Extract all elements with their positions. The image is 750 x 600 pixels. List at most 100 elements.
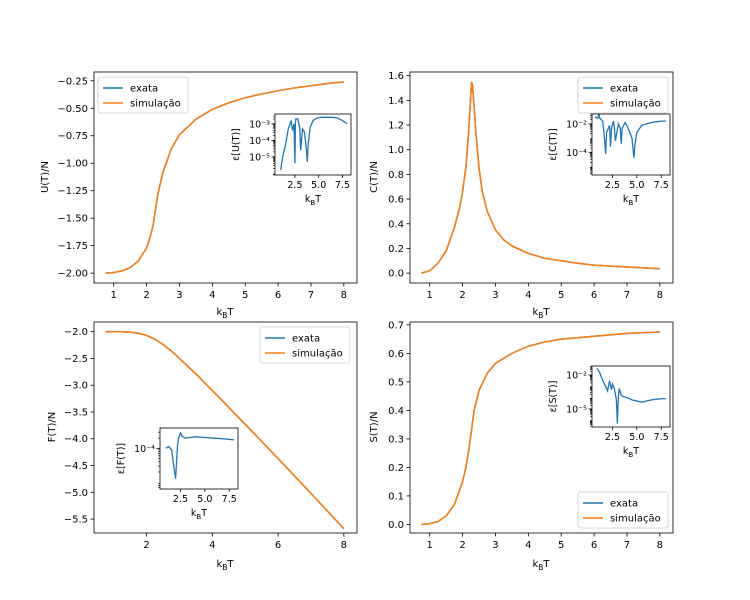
inset-x-tick-label: 2.5: [605, 180, 620, 191]
inset-x-tick-label: 5.0: [311, 180, 326, 191]
legend-label: exata: [130, 84, 158, 95]
panel-free-energy: 2 4 6 8 −5.5 −5.0 −4.5 −4.0 −3.5 −3.0 −2.5 −2.0 2.5…: [47, 321, 358, 572]
x-axis-label: kBT: [532, 559, 550, 572]
y-axis-label: C(T)/N: [369, 161, 380, 193]
x-tick-label: 3: [492, 290, 498, 301]
inset-x-tick-label: 2.5: [605, 432, 620, 443]
panel-internal-energy: 1 2 3 4 5 6 7 8 −2.00 −1.75 −1.50 −1.25 −1.00 −0.75 −0…: [40, 71, 358, 320]
inset-y-tick-label: 10⁻³: [249, 119, 270, 130]
y-tick-label: −1.75: [57, 241, 88, 252]
inset-x-tick-label: 2.5: [287, 180, 302, 191]
y-tick-label: 0.6: [388, 195, 404, 206]
x-axis-label: kBT: [216, 559, 234, 572]
x-tick-label: 1: [427, 540, 433, 551]
inset-y-tick-label: 10⁻⁵: [249, 152, 270, 163]
legend-label: exata: [292, 334, 320, 345]
y-axis-label: S(T)/N: [369, 411, 380, 442]
y-tick-label: −4.5: [64, 461, 88, 472]
x-tick-label: 6: [591, 540, 597, 551]
inset-x-tick-label: 2.5: [173, 494, 188, 505]
x-tick-label: 1: [111, 290, 117, 301]
legend-box: [577, 76, 669, 114]
y-tick-label: −5.0: [64, 488, 88, 499]
y-tick-label: −2.00: [57, 269, 88, 280]
inset-y-tick-label: 10⁻⁴: [249, 136, 270, 147]
legend-box: [97, 76, 189, 114]
inset-x-tick-label: 7.5: [654, 180, 669, 191]
x-tick-label: 6: [591, 290, 597, 301]
y-tick-label: 0.2: [388, 463, 404, 474]
y-tick-label: −3.5: [64, 407, 88, 418]
x-tick-label: 8: [657, 290, 663, 301]
y-tick-label: 0.1: [388, 491, 404, 502]
y-tick-label: 1.0: [388, 145, 404, 156]
y-tick-label: 0.7: [388, 320, 404, 331]
inset-y-label: ε[C(T)]: [548, 128, 559, 160]
x-tick-label: 8: [657, 540, 663, 551]
x-tick-label: 8: [341, 290, 347, 301]
inset-x-tick-label: 5.0: [197, 494, 212, 505]
x-tick-label: 2: [459, 540, 465, 551]
y-tick-label: −2.5: [64, 354, 88, 365]
y-tick-label: 1.4: [388, 96, 404, 107]
inset-x-label: kBT: [623, 194, 639, 207]
series-line-simulacao: [105, 81, 344, 274]
y-tick-label: 0.8: [388, 170, 404, 181]
inset-frame: [591, 113, 671, 176]
legend-label: exata: [610, 84, 638, 95]
x-tick-label: 8: [341, 540, 347, 551]
x-axis-label: kBT: [532, 307, 550, 320]
inset-x-label: kBT: [305, 194, 321, 207]
inset-x-label: kBT: [623, 446, 639, 459]
inset-error-line: [280, 116, 348, 171]
y-tick-label: 0.2: [388, 244, 404, 255]
legend-label: simulação: [610, 514, 661, 525]
y-tick-label: 0.4: [388, 219, 404, 230]
legend-box: [577, 491, 669, 529]
x-tick-label: 3: [492, 540, 498, 551]
y-tick-label: −0.50: [57, 104, 88, 115]
x-axis-label: kBT: [216, 307, 234, 320]
inset-x-tick-label: 5.0: [629, 180, 644, 191]
inset-y-label: ε[S(T)]: [548, 381, 559, 413]
x-tick-label: 6: [275, 540, 281, 551]
y-axis-label: F(T)/N: [47, 412, 58, 443]
inset-background: [275, 114, 351, 175]
x-tick-label: 4: [525, 290, 531, 301]
plot-frame: [93, 321, 358, 534]
y-tick-label: 0.0: [388, 269, 404, 280]
series-line-simulacao: [105, 330, 345, 530]
inset-x-tick-label: 7.5: [335, 180, 350, 191]
inset-y-tick-label: 10⁻²: [566, 119, 587, 130]
x-tick-label: 2: [143, 290, 149, 301]
inset-y-label: ε[U(T)]: [231, 128, 242, 161]
x-tick-label: 5: [558, 540, 564, 551]
y-tick-label: −4.0: [64, 434, 88, 445]
inset-y-tick-label: 10⁻⁴: [566, 148, 587, 159]
y-tick-label: 0.4: [388, 406, 404, 417]
inset-y-tick-label: 10⁻⁵: [566, 404, 587, 415]
inset-error-line: [165, 431, 235, 479]
legend-box: [259, 326, 351, 364]
series-line-simulacao: [421, 331, 660, 526]
y-tick-label: 1.2: [388, 121, 404, 132]
y-tick-label: 0.0: [388, 520, 404, 531]
inset-background: [592, 114, 670, 175]
x-tick-label: 7: [624, 540, 630, 551]
inset-error-line: [596, 367, 667, 424]
x-tick-label: 4: [525, 540, 531, 551]
x-tick-label: 4: [209, 540, 215, 551]
y-axis-label: U(T)/N: [40, 161, 51, 193]
legend-label: exata: [610, 499, 638, 510]
plot-frame: [93, 71, 358, 284]
plot-frame: [409, 71, 674, 284]
series-line-simulacao: [421, 81, 660, 274]
panel-heat-capacity: 1 2 3 4 5 6 7 8 0.0 0.2 0.4 0.6 0.8 1.0 1.2 1.4 1.6 2.5 5…: [369, 71, 674, 320]
inset-frame: [274, 113, 352, 176]
y-tick-label: −1.25: [57, 186, 88, 197]
y-tick-label: −1.00: [57, 159, 88, 170]
x-tick-label: 6: [275, 290, 281, 301]
x-tick-label: 7: [308, 290, 314, 301]
panel-entropy: 1 2 3 4 5 6 7 8 0.0 0.1 0.2 0.3 0.4 0.5 0.6 0.7 2.5 5.0 7…: [369, 320, 674, 572]
